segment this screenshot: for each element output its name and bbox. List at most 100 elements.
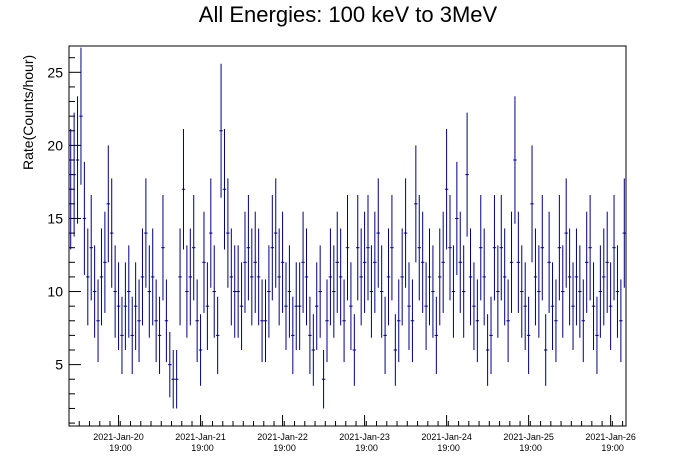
data-point xyxy=(127,245,131,338)
data-point xyxy=(328,228,333,326)
data-point xyxy=(181,128,186,250)
data-point xyxy=(86,228,90,326)
data-point xyxy=(564,178,568,288)
data-point xyxy=(581,279,585,363)
x-tick-time-label: 19:00 xyxy=(191,443,214,453)
data-point xyxy=(274,178,278,288)
data-point xyxy=(383,296,387,375)
data-point xyxy=(106,145,110,263)
data-point xyxy=(407,262,411,350)
chart-title: All Energies: 100 keV to 3MeV xyxy=(198,2,498,27)
data-point xyxy=(356,194,360,301)
data-point xyxy=(250,228,254,326)
data-point xyxy=(489,296,493,375)
data-point xyxy=(543,314,548,386)
data-point xyxy=(441,211,445,313)
data-point xyxy=(479,194,483,301)
x-tick-time-label: 19:00 xyxy=(437,443,460,453)
data-point xyxy=(174,350,179,409)
data-point xyxy=(325,279,329,363)
data-point xyxy=(79,47,83,185)
data-point xyxy=(496,245,500,338)
data-point xyxy=(414,145,418,263)
data-point xyxy=(239,262,244,350)
x-tick-time-label: 19:00 xyxy=(109,443,132,453)
data-point xyxy=(253,211,257,313)
data-point xyxy=(209,178,213,288)
y-tick-label: 20 xyxy=(47,137,63,153)
data-point xyxy=(154,279,158,363)
data-point xyxy=(157,296,162,375)
data-point xyxy=(226,178,230,288)
data-point xyxy=(168,331,172,398)
data-point xyxy=(130,296,134,375)
data-point xyxy=(373,211,377,313)
data-point xyxy=(246,194,251,301)
data-point xyxy=(164,279,169,363)
data-point xyxy=(530,145,534,263)
data-point xyxy=(243,211,247,313)
data-point xyxy=(567,228,572,326)
data-point xyxy=(229,228,234,326)
data-point xyxy=(516,211,521,313)
data-point xyxy=(215,296,220,375)
data-point xyxy=(615,245,620,338)
data-point xyxy=(366,194,370,301)
data-point xyxy=(602,228,606,326)
data-point xyxy=(472,262,476,350)
data-point xyxy=(318,245,322,338)
data-point xyxy=(267,245,271,338)
data-point xyxy=(557,194,562,301)
data-point xyxy=(458,211,462,313)
data-point xyxy=(315,262,319,350)
y-tick-label: 10 xyxy=(47,284,63,300)
data-point xyxy=(427,228,432,326)
data-point xyxy=(185,245,189,338)
data-point xyxy=(424,262,428,350)
data-point xyxy=(304,228,309,326)
data-point xyxy=(212,245,216,338)
data-point xyxy=(345,194,350,301)
data-point xyxy=(403,178,408,288)
data-point xyxy=(410,279,415,363)
data-point xyxy=(362,211,367,313)
data-point xyxy=(485,314,490,386)
data-point xyxy=(547,211,551,313)
data-point xyxy=(598,245,603,338)
x-tick-time-label: 19:00 xyxy=(273,443,296,453)
x-tick-time-label: 19:00 xyxy=(355,443,378,453)
x-tick-date-label: 2021-Jan-20 xyxy=(93,432,144,442)
data-point xyxy=(161,194,165,301)
x-tick-date-label: 2021-Jan-23 xyxy=(339,432,390,442)
data-point xyxy=(72,112,76,237)
data-point xyxy=(332,245,336,338)
data-point xyxy=(520,245,524,338)
x-tick-date-label: 2021-Jan-25 xyxy=(503,432,554,442)
data-point xyxy=(595,296,599,375)
data-point xyxy=(561,245,565,338)
data-point xyxy=(89,194,93,301)
y-axis: 5 10 15 20 25 xyxy=(47,57,81,424)
data-point xyxy=(335,211,339,313)
data-point xyxy=(144,178,148,288)
data-point xyxy=(263,279,268,363)
data-point xyxy=(294,262,298,350)
data-point xyxy=(311,314,316,386)
data-point xyxy=(291,296,295,375)
data-point xyxy=(461,245,466,338)
y-tick-label: 15 xyxy=(47,210,63,226)
data-point xyxy=(280,211,285,313)
data-point xyxy=(113,245,117,338)
data-point xyxy=(99,228,104,326)
data-point xyxy=(622,178,626,288)
data-point xyxy=(451,245,456,338)
y-tick-label: 25 xyxy=(47,64,63,80)
data-point xyxy=(82,161,87,276)
data-point xyxy=(236,245,240,338)
data-point xyxy=(605,211,609,313)
data-point xyxy=(349,262,353,350)
data-series xyxy=(69,47,626,409)
x-tick-date-label: 2021-Jan-24 xyxy=(421,432,472,442)
data-point xyxy=(468,228,473,326)
